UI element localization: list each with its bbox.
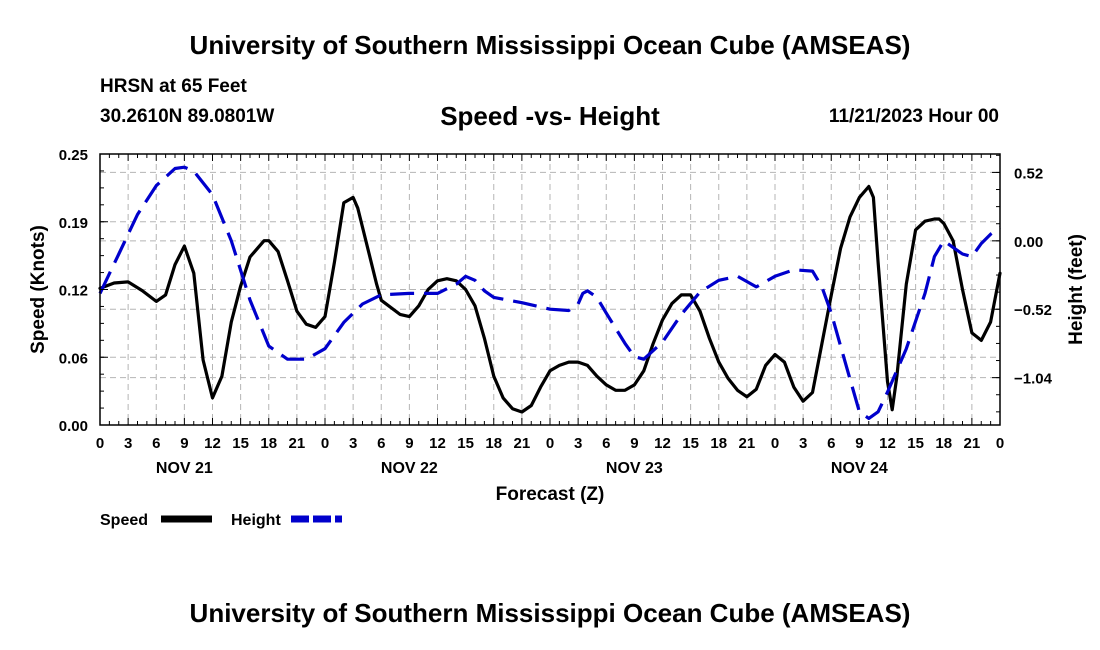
x-tick-label: 0 <box>996 435 1004 452</box>
x-tick-label: 21 <box>289 435 306 452</box>
x-axis-title: Forecast (Z) <box>496 484 605 505</box>
x-tick-label: 18 <box>710 435 727 452</box>
x-tick-label: 18 <box>935 435 952 452</box>
x-tick-label: 12 <box>879 435 896 452</box>
x-tick-label: 0 <box>321 435 329 452</box>
series-line-height <box>98 165 1001 420</box>
x-tick-label: 15 <box>907 435 924 452</box>
x-tick-label: 15 <box>232 435 249 452</box>
chart-title-top: University of Southern Mississippi Ocean… <box>189 30 911 60</box>
x-tick-label: 12 <box>204 435 221 452</box>
x-tick-label: 3 <box>799 435 807 452</box>
x-tick-label: 3 <box>574 435 582 452</box>
x-tick-label: 15 <box>457 435 474 452</box>
coordinates-label: 30.2610N 89.0801W <box>100 106 275 127</box>
station-label: HRSN at 65 Feet <box>100 76 247 97</box>
x-tick-label: 9 <box>405 435 413 452</box>
day-label: NOV 22 <box>381 460 438 477</box>
series-line-speed <box>98 184 1002 414</box>
axis-labels: 0 3 6 9 12 15 18 21 0 3 6 9 12 15 18 21 0 3 6 9 12 15 18 21 0 3 6 9… <box>28 147 1087 505</box>
x-tick-label: 21 <box>739 435 756 452</box>
y-tick-label-right: −0.52 <box>1014 302 1052 319</box>
y-tick-label-right: 0.00 <box>1014 234 1043 251</box>
x-tick-label: 9 <box>630 435 638 452</box>
y-tick-label-left: 0.06 <box>59 350 88 367</box>
y-tick-label-left: 0.00 <box>59 418 88 435</box>
day-label: NOV 23 <box>606 460 663 477</box>
x-tick-label: 6 <box>152 435 160 452</box>
chart-title-bottom: University of Southern Mississippi Ocean… <box>189 598 911 628</box>
x-tick-label: 3 <box>349 435 357 452</box>
x-tick-label: 21 <box>964 435 981 452</box>
plot-title: Speed -vs- Height <box>440 101 660 131</box>
x-tick-label: 18 <box>260 435 277 452</box>
x-tick-label: 6 <box>602 435 610 452</box>
x-tick-label: 0 <box>771 435 779 452</box>
y-axis-title: Speed (Knots) <box>28 225 49 354</box>
x-tick-label: 12 <box>429 435 446 452</box>
legend-label-speed: Speed <box>100 512 148 529</box>
legend: Speed Height <box>100 512 342 529</box>
day-label: NOV 21 <box>156 460 213 477</box>
x-tick-label: 0 <box>546 435 554 452</box>
run-time-label: 11/21/2023 Hour 00 <box>828 106 999 127</box>
x-tick-label: 21 <box>514 435 531 452</box>
x-tick-label: 6 <box>827 435 835 452</box>
axes <box>99 153 1001 426</box>
x-tick-label: 9 <box>180 435 188 452</box>
grid-lines <box>100 154 1000 425</box>
x-tick-label: 18 <box>485 435 502 452</box>
y-tick-label-right: −1.04 <box>1014 371 1053 388</box>
day-label: NOV 24 <box>831 460 888 477</box>
x-tick-label: 9 <box>855 435 863 452</box>
x-tick-label: 6 <box>377 435 385 452</box>
x-tick-label: 3 <box>124 435 132 452</box>
x-tick-label: 15 <box>682 435 699 452</box>
y-tick-label-right: 0.52 <box>1014 165 1043 182</box>
legend-label-height: Height <box>231 512 281 529</box>
y-tick-label-left: 0.19 <box>59 215 88 232</box>
x-tick-label: 0 <box>96 435 104 452</box>
y-tick-label-left: 0.25 <box>59 147 88 164</box>
y2-axis-title: Height (feet) <box>1066 234 1087 345</box>
x-tick-label: 12 <box>654 435 671 452</box>
y-tick-label-left: 0.12 <box>59 283 88 300</box>
series-lines <box>98 165 1002 420</box>
